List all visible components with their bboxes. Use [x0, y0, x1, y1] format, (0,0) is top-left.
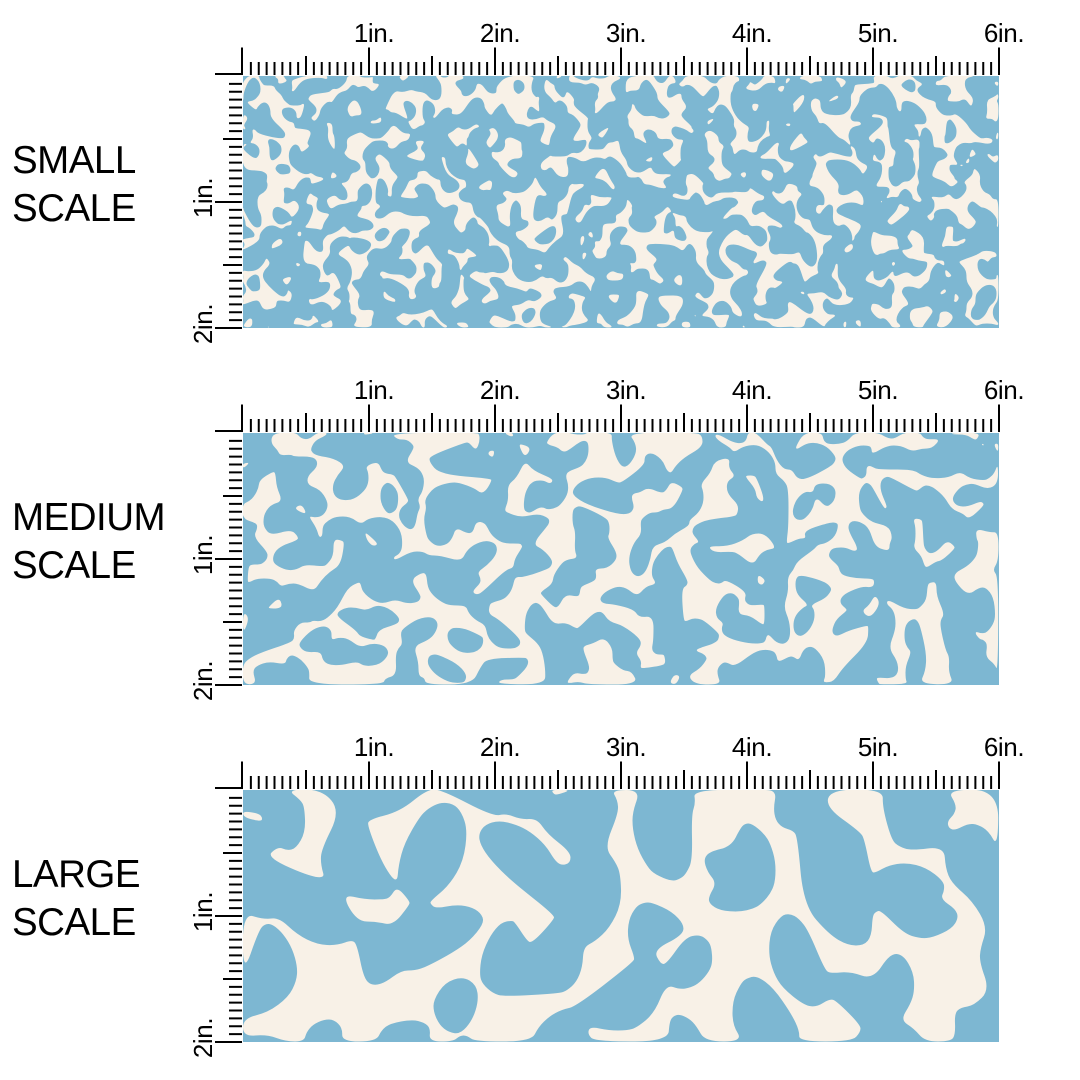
svg-text:SMALL: SMALL — [12, 139, 136, 182]
svg-text:1in.: 1in. — [354, 375, 394, 405]
svg-text:4in.: 4in. — [732, 375, 772, 405]
svg-text:3in.: 3in. — [606, 375, 646, 405]
svg-text:1in.: 1in. — [188, 178, 218, 218]
svg-text:2in.: 2in. — [480, 375, 520, 405]
svg-text:5in.: 5in. — [858, 18, 898, 48]
svg-text:2in.: 2in. — [188, 1018, 218, 1058]
svg-text:1in.: 1in. — [354, 18, 394, 48]
svg-text:3in.: 3in. — [606, 18, 646, 48]
svg-text:2in.: 2in. — [480, 18, 520, 48]
svg-text:2in.: 2in. — [188, 304, 218, 344]
svg-text:SCALE: SCALE — [12, 901, 136, 944]
svg-text:SCALE: SCALE — [12, 187, 136, 230]
svg-text:MEDIUM: MEDIUM — [12, 496, 165, 539]
svg-text:5in.: 5in. — [858, 375, 898, 405]
svg-text:6in.: 6in. — [984, 732, 1024, 762]
svg-text:1in.: 1in. — [354, 732, 394, 762]
svg-text:2in.: 2in. — [188, 661, 218, 701]
svg-text:3in.: 3in. — [606, 732, 646, 762]
svg-text:LARGE: LARGE — [12, 853, 140, 896]
svg-text:6in.: 6in. — [984, 18, 1024, 48]
svg-text:6in.: 6in. — [984, 375, 1024, 405]
svg-text:SCALE: SCALE — [12, 544, 136, 587]
svg-text:4in.: 4in. — [732, 18, 772, 48]
svg-text:2in.: 2in. — [480, 732, 520, 762]
svg-text:1in.: 1in. — [188, 892, 218, 932]
svg-text:4in.: 4in. — [732, 732, 772, 762]
svg-text:1in.: 1in. — [188, 535, 218, 575]
svg-text:5in.: 5in. — [858, 732, 898, 762]
